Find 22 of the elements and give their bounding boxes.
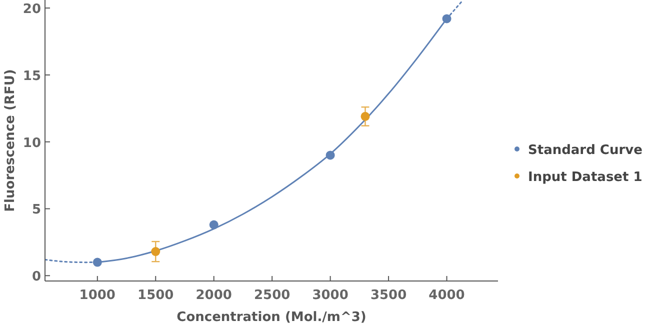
legend-label: Standard Curve <box>528 143 643 158</box>
point <box>151 247 160 256</box>
point <box>360 112 370 121</box>
x-axis-title: Concentration (Mol./m^3) <box>176 310 366 325</box>
x-tick-label: 1500 <box>138 288 174 303</box>
point <box>209 220 218 230</box>
y-tick-label: 15 <box>22 68 41 84</box>
x-tick-label: 2500 <box>254 288 290 303</box>
x-tick-label: 1000 <box>79 288 116 303</box>
legend-label: Input Dataset 1 <box>528 170 642 185</box>
x-tick-label: 3000 <box>312 288 348 303</box>
x-tick-label: 4000 <box>428 288 465 303</box>
x-tick-label: 3500 <box>370 288 407 303</box>
y-tick-label: 10 <box>22 136 41 151</box>
y-tick-label: 0 <box>32 270 41 285</box>
y-tick-label: 20 <box>22 2 41 18</box>
y-tick-label: 5 <box>32 202 41 218</box>
point <box>442 14 452 24</box>
y-axis-title: Fluorescence (RFU) <box>3 69 18 212</box>
point <box>92 258 102 267</box>
x-tick-label: 2000 <box>196 288 232 303</box>
point <box>326 150 335 160</box>
